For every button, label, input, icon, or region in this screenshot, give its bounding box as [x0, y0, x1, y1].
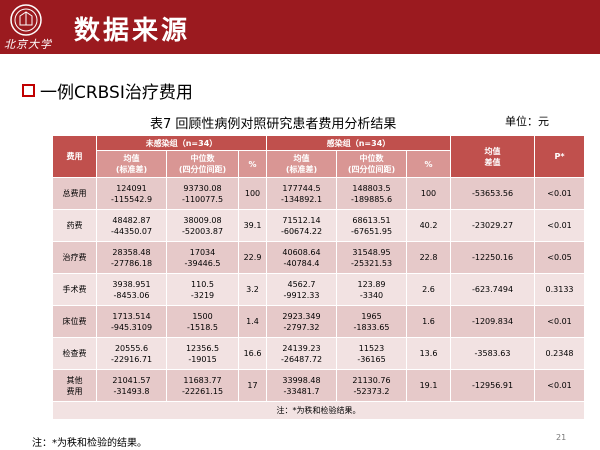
cell-mean-sd: 40608.64 -40784.4 [266, 241, 337, 274]
table-row: 手术费 3938.951 -8453.06 110.5 -3219 3.2 4562… [52, 273, 585, 306]
cell-percent: 19.1 [406, 369, 451, 402]
row-label: 检查费 [52, 337, 97, 370]
header-mean-difference: 均值 差值 [450, 135, 535, 178]
cell-percent: 39.1 [238, 209, 267, 242]
header-uninfected-group: 未感染组（n=34） [96, 135, 267, 151]
table-note: 注：*为秩和检验结果。 [52, 401, 585, 420]
cost-analysis-table: 费用 未感染组（n=34） 感染组（n=34） 均值 差值 P* 均值 (标准差) … [52, 135, 585, 420]
table-row: 检查费 20555.6 -22916.71 12356.5 -19015 16.6 … [52, 337, 585, 370]
cell-mean-diff: -53653.56 [450, 177, 535, 210]
row-label: 其他 费用 [52, 369, 97, 402]
cell-median-iqr: 38009.08 -52003.87 [166, 209, 239, 242]
cell-mean-sd: 2923.349 -2797.32 [266, 305, 337, 338]
cell-p-value: <0.05 [534, 241, 585, 274]
cell-p-value: <0.01 [534, 369, 585, 402]
cell-median-iqr: 123.89 -3340 [336, 273, 407, 306]
cell-p-value: <0.01 [534, 209, 585, 242]
cell-mean-sd: 48482.87 -44350.07 [96, 209, 167, 242]
cell-percent: 3.2 [238, 273, 267, 306]
square-bullet-icon [22, 84, 35, 97]
cell-percent: 40.2 [406, 209, 451, 242]
cell-percent: 17 [238, 369, 267, 402]
university-logo-text: 北京大学 [4, 38, 52, 51]
cell-median-iqr: 1500 -1518.5 [166, 305, 239, 338]
cell-mean-sd: 28358.48 -27786.18 [96, 241, 167, 274]
cell-percent: 22.8 [406, 241, 451, 274]
cell-median-iqr: 12356.5 -19015 [166, 337, 239, 370]
cell-mean-sd: 1713.514 -945.3109 [96, 305, 167, 338]
subtitle-text: 一例CRBSI治疗费用 [40, 83, 193, 103]
slide-header: 北京大学 数据来源 [0, 0, 600, 54]
university-seal-icon [10, 4, 42, 36]
cell-p-value: <0.01 [534, 305, 585, 338]
row-label: 床位费 [52, 305, 97, 338]
cell-median-iqr: 1965 -1833.65 [336, 305, 407, 338]
cell-mean-diff: -12956.91 [450, 369, 535, 402]
header-infected-group: 感染组（n=34） [266, 135, 451, 151]
table-row: 总费用 124091 -115542.9 93730.08 -110077.5 10… [52, 177, 585, 210]
cell-mean-sd: 21041.57 -31493.8 [96, 369, 167, 402]
cell-mean-sd: 33998.48 -33481.7 [266, 369, 337, 402]
cell-median-iqr: 93730.08 -110077.5 [166, 177, 239, 210]
cell-mean-sd: 177744.5 -134892.1 [266, 177, 337, 210]
table-row: 床位费 1713.514 -945.3109 1500 -1518.5 1.4 29… [52, 305, 585, 338]
cell-p-value: 0.2348 [534, 337, 585, 370]
cell-median-iqr: 31548.95 -25321.53 [336, 241, 407, 274]
table-note-row: 注：*为秩和检验结果。 [52, 401, 585, 420]
cell-mean-diff: -1209.834 [450, 305, 535, 338]
table-row: 其他 费用 21041.57 -31493.8 11683.77 -22261.15 … [52, 369, 585, 402]
footnote: 注：*为秩和检验的结果。 [32, 438, 147, 449]
header-mean-sd: 均值 (标准差) [266, 150, 337, 178]
cell-median-iqr: 21130.76 -52373.2 [336, 369, 407, 402]
cell-mean-sd: 71512.14 -60674.22 [266, 209, 337, 242]
cell-median-iqr: 68613.51 -67651.95 [336, 209, 407, 242]
cell-p-value: 0.3133 [534, 273, 585, 306]
row-label: 手术费 [52, 273, 97, 306]
cell-mean-sd: 124091 -115542.9 [96, 177, 167, 210]
cell-mean-sd: 3938.951 -8453.06 [96, 273, 167, 306]
cell-percent: 22.9 [238, 241, 267, 274]
cell-median-iqr: 148803.5 -189885.6 [336, 177, 407, 210]
cell-percent: 100 [406, 177, 451, 210]
cell-mean-diff: -23029.27 [450, 209, 535, 242]
cell-percent: 2.6 [406, 273, 451, 306]
row-label: 药费 [52, 209, 97, 242]
cell-mean-sd: 24139.23 -26487.72 [266, 337, 337, 370]
cell-median-iqr: 11523 -36165 [336, 337, 407, 370]
cell-percent: 1.6 [406, 305, 451, 338]
cell-percent: 13.6 [406, 337, 451, 370]
header-cost: 费用 [52, 135, 97, 178]
cell-median-iqr: 11683.77 -22261.15 [166, 369, 239, 402]
cell-mean-sd: 4562.7 -9912.33 [266, 273, 337, 306]
cell-mean-sd: 20555.6 -22916.71 [96, 337, 167, 370]
cell-mean-diff: -12250.16 [450, 241, 535, 274]
table-row: 药费 48482.87 -44350.07 38009.08 -52003.87 3… [52, 209, 585, 242]
header-mean-sd: 均值 (标准差) [96, 150, 167, 178]
cell-percent: 100 [238, 177, 267, 210]
section-subtitle: 一例CRBSI治疗费用 [22, 78, 193, 103]
cell-percent: 1.4 [238, 305, 267, 338]
header-median-iqr: 中位数 (四分位间距) [336, 150, 407, 178]
page-title: 数据来源 [74, 16, 191, 46]
table-row: 治疗费 28358.48 -27786.18 17034 -39446.5 22.9… [52, 241, 585, 274]
row-label: 治疗费 [52, 241, 97, 274]
header-median-iqr: 中位数 (四分位间距) [166, 150, 239, 178]
unit-label: 单位：元 [505, 115, 549, 128]
cell-p-value: <0.01 [534, 177, 585, 210]
cell-mean-diff: -3583.63 [450, 337, 535, 370]
row-label: 总费用 [52, 177, 97, 210]
header-p-value: P* [534, 135, 585, 178]
cell-percent: 16.6 [238, 337, 267, 370]
header-percent: % [406, 150, 451, 178]
table-title: 表7 回顾性病例对照研究患者费用分析结果 [150, 117, 397, 132]
header-percent: % [238, 150, 267, 178]
cell-median-iqr: 17034 -39446.5 [166, 241, 239, 274]
page-number: 21 [556, 433, 567, 442]
cell-mean-diff: -623.7494 [450, 273, 535, 306]
cell-median-iqr: 110.5 -3219 [166, 273, 239, 306]
